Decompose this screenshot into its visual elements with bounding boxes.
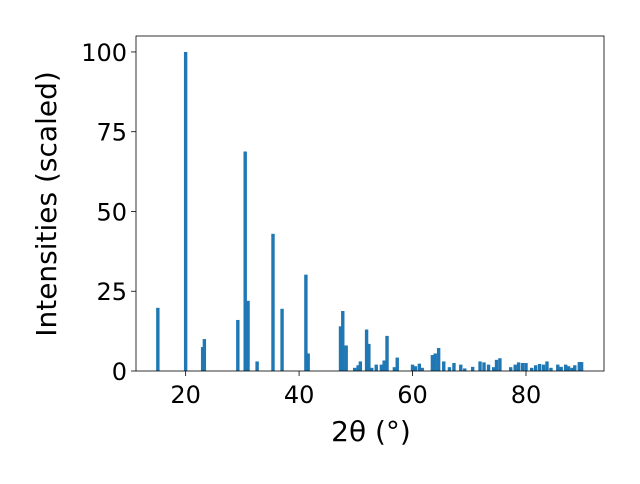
- bar: [545, 361, 549, 371]
- bar: [541, 364, 546, 371]
- bar: [338, 326, 343, 371]
- bar: [459, 364, 463, 371]
- bar: [573, 365, 577, 371]
- y-axis-label: Intensities (scaled): [30, 71, 63, 337]
- bar: [385, 335, 389, 371]
- bar: [529, 367, 534, 371]
- bar: [306, 353, 310, 371]
- bar: [482, 362, 486, 371]
- bar: [243, 151, 247, 371]
- x-tick-label: 60: [397, 381, 428, 409]
- x-axis-label: 2θ (°): [331, 415, 411, 448]
- y-tick-label: 25: [96, 278, 127, 306]
- bar: [470, 366, 475, 371]
- bar: [395, 357, 399, 371]
- bar: [271, 233, 275, 371]
- bar: [202, 339, 207, 371]
- bar: [433, 353, 437, 371]
- bar: [579, 362, 584, 371]
- x-tick-label: 20: [170, 381, 201, 409]
- bar: [533, 365, 538, 371]
- bar: [463, 368, 467, 371]
- bar: [564, 364, 568, 371]
- bar: [524, 363, 528, 371]
- bar: [379, 364, 384, 371]
- bar: [382, 360, 386, 371]
- bar: [513, 364, 517, 371]
- bar: [392, 367, 397, 371]
- bar: [430, 355, 435, 371]
- bar: [491, 367, 496, 371]
- x-tick-label: 80: [511, 381, 542, 409]
- bar: [374, 364, 378, 371]
- bar: [494, 359, 499, 371]
- y-tick-label: 75: [96, 119, 127, 147]
- bar: [156, 307, 160, 371]
- bar-series: [156, 51, 584, 371]
- bar: [452, 363, 456, 371]
- bar: [352, 367, 357, 371]
- bar: [236, 319, 240, 371]
- bar: [356, 365, 360, 371]
- bar: [367, 343, 371, 371]
- y-tick-label: 100: [81, 39, 127, 67]
- x-axis-ticks: 20 40 60 80: [170, 371, 541, 409]
- bar: [516, 362, 521, 371]
- bar: [364, 329, 369, 371]
- bar: [556, 364, 560, 371]
- bar: [410, 364, 415, 371]
- bar: [570, 367, 574, 371]
- bar: [442, 361, 446, 371]
- bar: [280, 308, 284, 371]
- bar: [370, 367, 374, 371]
- bar: [498, 358, 502, 371]
- bar: [255, 361, 259, 371]
- bar: [537, 363, 542, 371]
- bar: [559, 366, 563, 371]
- bar: [420, 367, 424, 371]
- plot-frame: [135, 35, 605, 372]
- y-axis-ticks: 0 25 50 75 100: [81, 39, 136, 386]
- bar: [577, 362, 582, 371]
- bar: [566, 366, 571, 371]
- bar: [183, 51, 188, 371]
- bar: [417, 363, 422, 371]
- bar: [341, 311, 345, 371]
- bar: [304, 274, 308, 371]
- bar: [358, 361, 363, 371]
- x-tick-label: 40: [284, 381, 315, 409]
- bar: [549, 367, 553, 371]
- bar: [413, 366, 418, 371]
- bar: [486, 364, 491, 371]
- bar: [344, 345, 348, 371]
- bar: [520, 363, 525, 371]
- bar: [508, 367, 513, 371]
- bar: [246, 300, 250, 371]
- y-tick-label: 0: [112, 358, 127, 386]
- y-tick-label: 50: [96, 198, 127, 226]
- bar: [478, 361, 482, 371]
- bar: [447, 367, 452, 371]
- bar: [436, 348, 441, 371]
